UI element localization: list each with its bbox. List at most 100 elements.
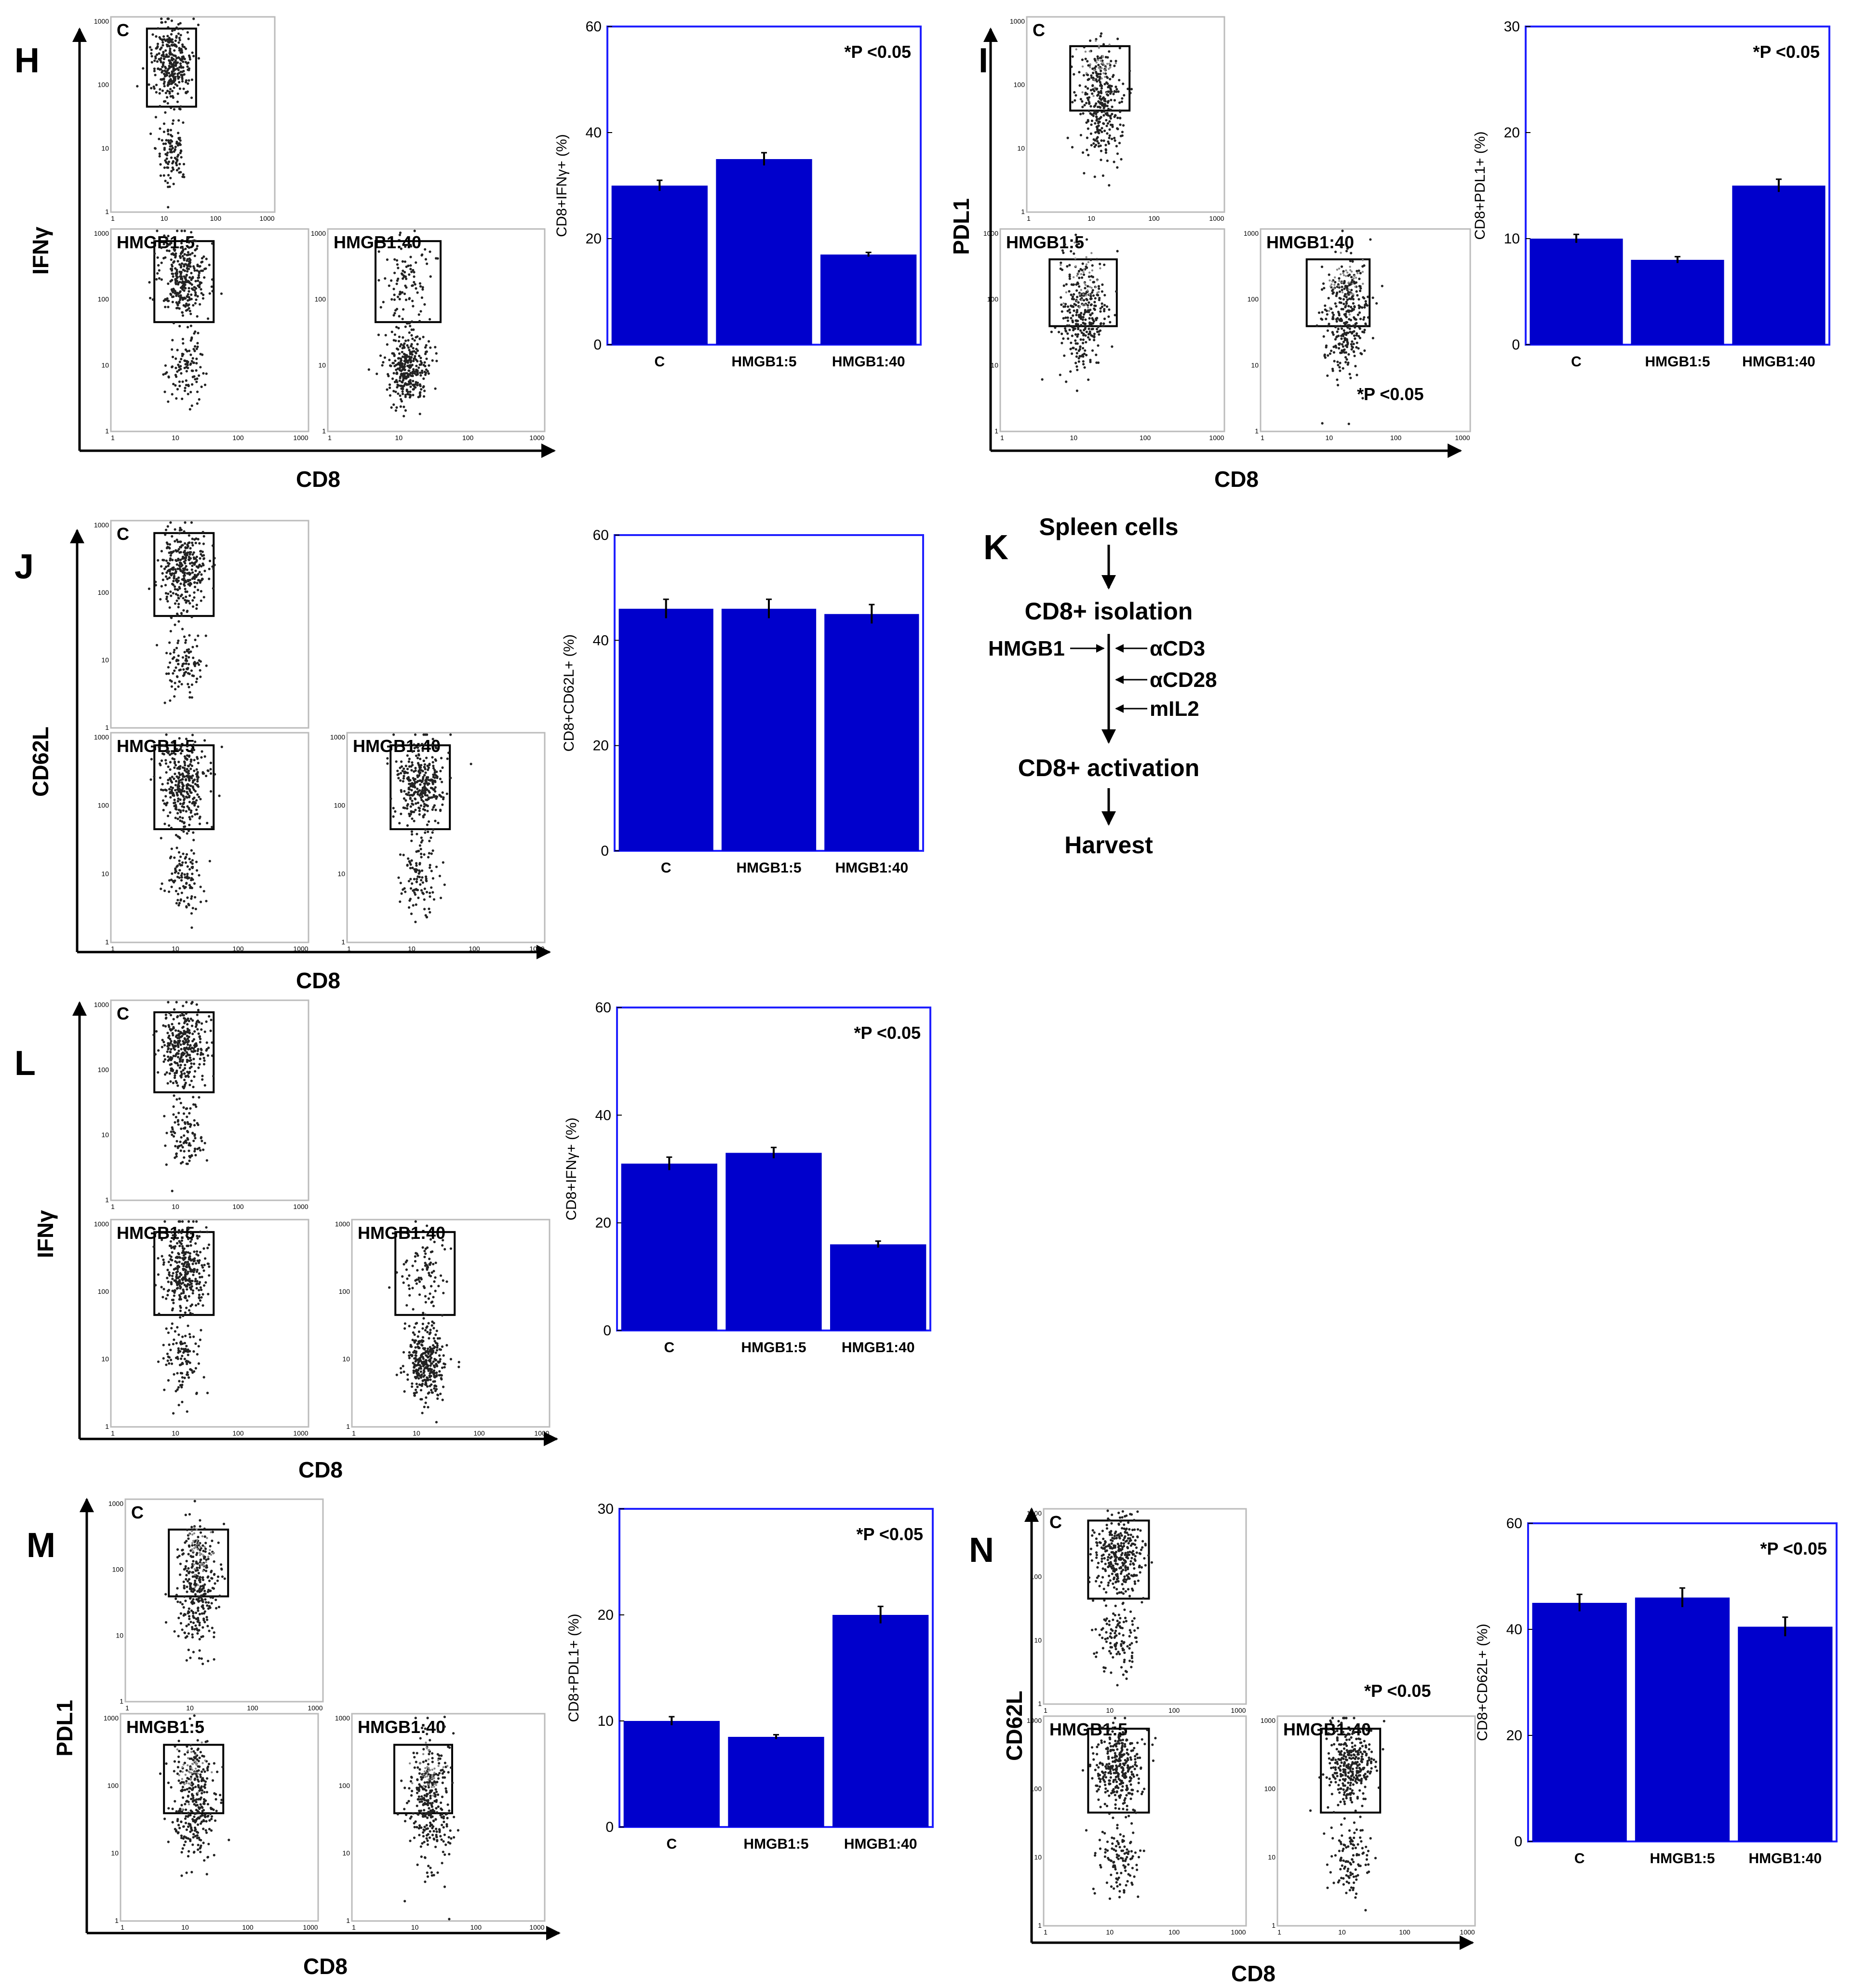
scatter-dot [426, 262, 429, 265]
scatter-dot [186, 896, 189, 899]
scatter-dot [402, 375, 404, 377]
scatter-dot [198, 542, 201, 545]
scatter-dot [165, 597, 168, 601]
scatter-dot [174, 79, 176, 82]
scatter-dot [1081, 151, 1085, 154]
scatter-dot [399, 405, 402, 408]
scatter-dot [177, 56, 180, 59]
scatter-dot [159, 48, 162, 51]
scatter-dot [174, 585, 176, 588]
scatter-dot [401, 260, 404, 263]
scatter-dot [194, 557, 197, 560]
scatter-dot [1345, 358, 1348, 361]
scatter-dot [186, 873, 189, 875]
scatter-dot [174, 1234, 177, 1237]
scatter-dot [1093, 86, 1096, 89]
scatter-dot [189, 572, 192, 575]
scatter-dot [173, 766, 176, 769]
scatter-dot [403, 363, 406, 366]
scatter-dot [175, 902, 178, 905]
scatter-dot [1332, 317, 1335, 321]
scatter-dot [183, 1017, 186, 1020]
scatter-dot [409, 867, 412, 870]
scatter-dot [182, 774, 185, 777]
scatter-dot [1115, 290, 1118, 293]
scatter-dot [168, 606, 171, 609]
scatter-dot [202, 372, 205, 375]
scatter-dot [188, 602, 191, 605]
scatter-dot [190, 849, 193, 852]
scatter-dot [1083, 172, 1086, 175]
scatter-dot [1086, 60, 1089, 63]
flow-pvalue: *P <0.05 [1357, 384, 1423, 404]
scatter-dot [422, 759, 425, 762]
scatter-dot [154, 57, 157, 60]
flow-y-tick: 10 [101, 870, 109, 877]
scatter-dot [156, 42, 159, 45]
scatter-dot [398, 315, 401, 318]
scatter-dot [188, 634, 191, 637]
scatter-dot [1082, 273, 1086, 276]
scatter-dot [1325, 346, 1328, 349]
scatter-dot [186, 1362, 188, 1365]
scatter-dot [191, 1371, 194, 1374]
scatter-dot [424, 791, 427, 794]
scatter-dot [1086, 148, 1088, 151]
scatter-dot [404, 799, 407, 802]
scatter-dot [179, 819, 182, 822]
flow-step-spleen-cells: Spleen cells [1039, 513, 1178, 540]
scatter-dot [164, 1144, 167, 1147]
bar-y-tick-label: 60 [593, 527, 609, 543]
scatter-dot [179, 1056, 182, 1059]
scatter-dot [162, 1261, 165, 1264]
scatter-dot [1089, 304, 1092, 307]
scatter-dot [200, 1048, 203, 1051]
scatter-dot [1085, 263, 1088, 266]
scatter-dot [172, 1343, 175, 1345]
flow-x-tick: 100 [469, 945, 480, 953]
scatter-dot [416, 850, 419, 853]
scatter-dot [171, 64, 174, 67]
scatter-dot [200, 1296, 203, 1299]
flow-y-tick: 1 [105, 938, 109, 946]
scatter-dot [187, 1226, 190, 1229]
scatter-dot [184, 47, 188, 50]
scatter-dot [179, 765, 182, 768]
scatter-dot [400, 247, 403, 250]
scatter-dot [1320, 288, 1324, 291]
scatter-dot [176, 835, 179, 838]
scatter-dot [395, 282, 398, 285]
scatter-dot [193, 255, 196, 257]
scatter-dot [1072, 314, 1074, 317]
scatter-dot [161, 783, 164, 786]
scatter-dot [171, 559, 174, 562]
scatter-dot [177, 153, 180, 156]
scatter-dot [1083, 299, 1086, 302]
scatter-dot [1073, 276, 1075, 279]
scatter-dot [1070, 341, 1073, 344]
scatter-dot [1118, 47, 1121, 50]
scatter-dot [173, 1294, 175, 1297]
scatter-dot [174, 1245, 177, 1248]
scatter-dot [1331, 289, 1334, 292]
scatter-dot [193, 769, 196, 772]
scatter-dot [160, 585, 163, 588]
scatter-dot [182, 597, 185, 600]
scatter-dot [1116, 127, 1119, 130]
scatter-dot [430, 796, 434, 799]
scatter-dot [1084, 304, 1087, 306]
scatter-dot [181, 380, 184, 383]
scatter-dot [167, 1024, 170, 1027]
scatter-dot [208, 1015, 211, 1018]
scatter-dot [172, 96, 175, 99]
scatter-dot [1321, 422, 1324, 425]
scatter-dot [188, 307, 190, 310]
scatter-dot [399, 779, 402, 782]
scatter-dot [379, 354, 382, 357]
flow-y-tick: 100 [315, 296, 326, 303]
scatter-dot [163, 802, 166, 805]
scatter-dot [166, 90, 169, 93]
scatter-dot [191, 383, 194, 386]
scatter-dot [166, 1050, 169, 1053]
scatter-dot [413, 810, 416, 813]
